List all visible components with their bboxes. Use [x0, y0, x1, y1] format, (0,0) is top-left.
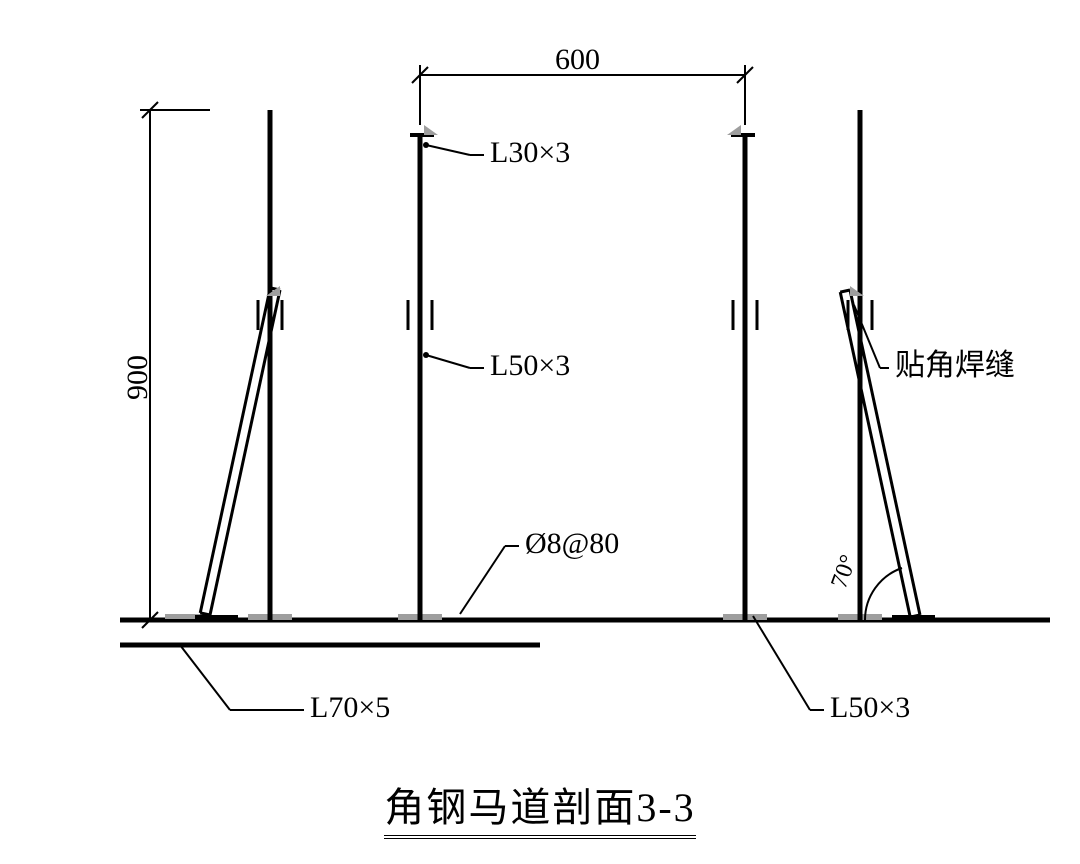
label-l50-base: L50×3	[830, 691, 910, 724]
title-wrap: 角钢马道剖面3-3	[0, 775, 1080, 839]
angle-label: 70°	[826, 551, 862, 591]
dim-600: 600	[555, 43, 600, 76]
label-bar: Ø8@80	[525, 527, 619, 560]
label-weld: 贴角焊缝	[895, 349, 1015, 382]
label-l70: L70×5	[310, 691, 390, 724]
label-l30: L30×3	[490, 136, 570, 169]
dim-900: 900	[121, 355, 154, 400]
section-drawing: 70° 600 900 L30×3 L50×3 贴角焊缝 Ø8@80 L70×5 L50×3	[0, 0, 1080, 864]
label-l50: L50×3	[490, 349, 570, 382]
drawing-title: 角钢马道剖面3-3	[384, 775, 695, 839]
